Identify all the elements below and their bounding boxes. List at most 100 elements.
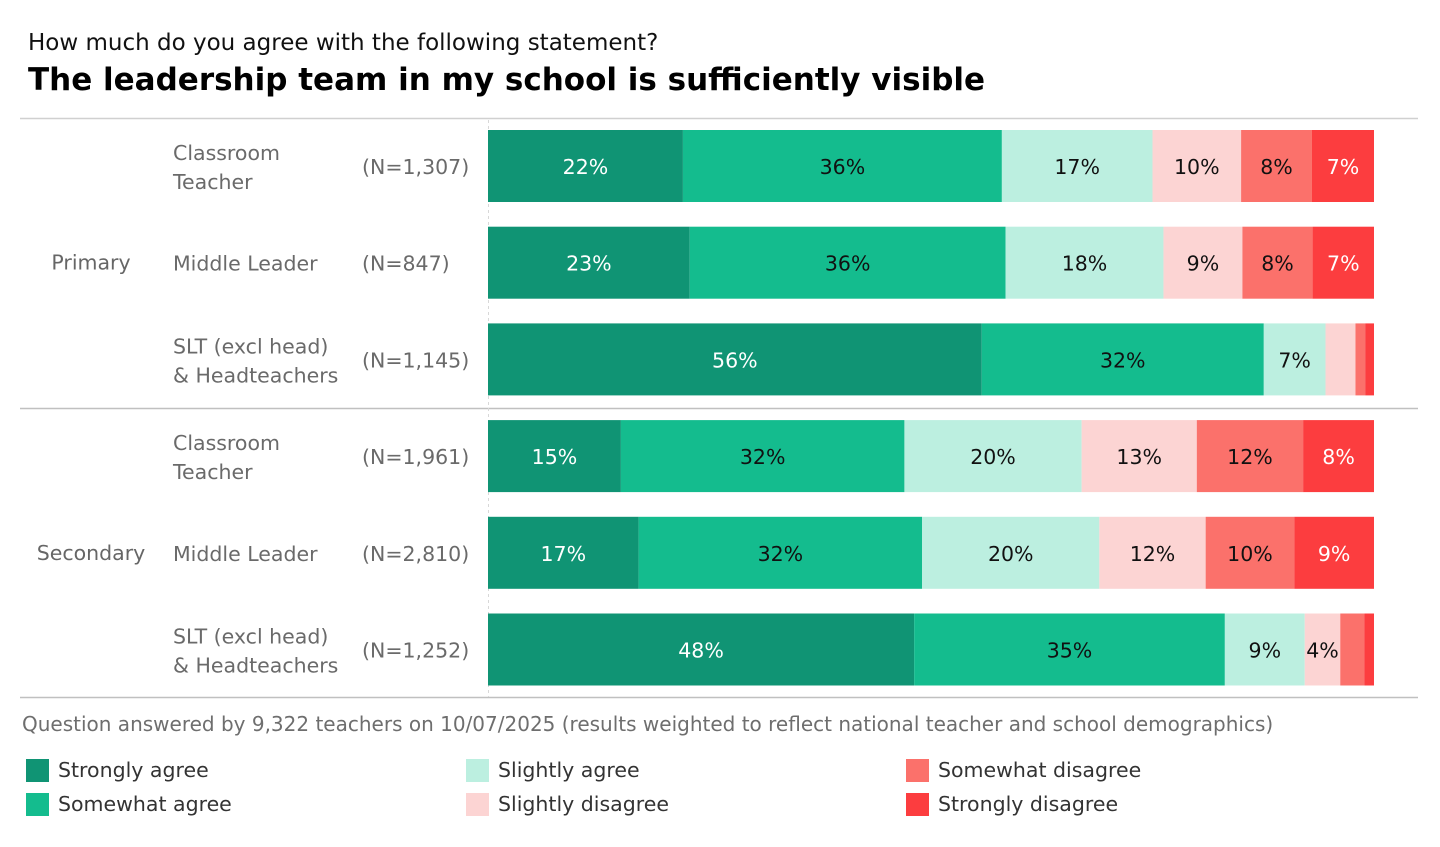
data-label: 7% [1327,252,1360,276]
row-n-count: (N=847) [362,252,450,276]
bar-segment [1099,516,1206,589]
legend-swatch [906,792,929,816]
data-label: 20% [970,445,1016,469]
data-label: 32% [1100,348,1146,372]
bar-segment [1152,130,1242,202]
legend-label: Somewhat disagree [938,758,1142,782]
bar-segment [1263,323,1326,396]
bar-segment [914,613,1225,686]
bar-segment [1205,516,1295,589]
data-label: 8% [1260,155,1293,179]
legend-swatch [466,792,489,816]
data-label: 9% [1249,639,1282,663]
data-label: 23% [566,252,612,276]
legend-label: Strongly agree [58,758,209,782]
chart-subtitle: How much do you agree with the following… [28,30,659,56]
bar-segment [1340,613,1365,686]
row-n-count: (N=2,810) [362,542,469,566]
row-label: & Headteachers [173,363,338,387]
bar-segment [488,613,915,686]
bar-segment [1001,130,1153,202]
data-label: 32% [758,542,804,566]
row-n-count: (N=1,307) [362,155,469,179]
bar-segment [1242,226,1313,299]
bar-segment [488,516,639,589]
data-label: 35% [1047,639,1093,663]
data-label: 22% [563,155,609,179]
row-label: SLT (excl head) [173,625,328,649]
legend-item-slightly-agree: Slightly agree [466,758,640,782]
data-label: 17% [1054,155,1100,179]
data-label: 13% [1116,445,1162,469]
data-label: 9% [1187,252,1220,276]
legend-label: Somewhat agree [58,792,232,816]
row-label: Classroom [173,431,280,455]
data-label: 8% [1261,252,1294,276]
bar-segment [1081,420,1197,493]
bar-segment [981,323,1264,396]
data-label: 7% [1278,348,1311,372]
legend-swatch [26,758,49,782]
row-label: SLT (excl head) [173,334,328,358]
legend-item-strongly-agree: Strongly agree [26,758,209,782]
data-label: 7% [1327,155,1360,179]
data-label: 18% [1062,252,1108,276]
bar-segment [488,323,982,396]
chart-title: The leadership team in my school is suff… [28,62,986,98]
bar-segment [620,420,905,493]
bar-segment [682,130,1002,202]
row-n-count: (N=1,961) [362,445,469,469]
row-label: Teacher [172,170,253,194]
legend-swatch [906,758,929,782]
legend-item-strongly-disagree: Strongly disagree [906,792,1118,816]
bar-segment [1355,323,1366,396]
data-label: 10% [1227,542,1273,566]
data-label: 15% [532,445,578,469]
group-label: Secondary [37,541,146,565]
data-label: 17% [541,542,587,566]
bar-segment [1365,323,1374,396]
bar-segment [1303,420,1374,493]
data-label: 32% [740,445,786,469]
bar-segment [488,420,621,493]
data-label: 10% [1174,155,1220,179]
row-label: Classroom [173,141,280,165]
bar-segment [488,226,690,299]
bar-segment [1325,323,1356,396]
legend-label: Slightly disagree [498,792,669,816]
data-label: 12% [1227,445,1273,469]
bar-segment [1294,516,1374,589]
data-label: 4% [1306,639,1339,663]
bar-segment [1224,613,1305,686]
row-label: Teacher [172,460,253,484]
legend-item-slightly-disagree: Slightly disagree [466,792,669,816]
legend-label: Slightly agree [498,758,640,782]
row-label: Middle Leader [173,252,318,276]
row-label: Middle Leader [173,542,318,566]
bar-segment [1163,226,1243,299]
data-label: 12% [1130,542,1176,566]
legend-swatch [26,792,49,816]
footnote: Question answered by 9,322 teachers on 1… [22,712,1274,736]
bar-segment [1312,226,1374,299]
bar-segment [922,516,1100,589]
bar-segment [1304,613,1341,686]
row-n-count: (N=1,145) [362,348,469,372]
data-label: 20% [988,542,1034,566]
data-label: 36% [825,252,871,276]
group-label: Primary [51,251,130,275]
row-label: & Headteachers [173,654,338,678]
data-label: 8% [1322,445,1355,469]
data-label: 56% [712,348,758,372]
bar-segment [904,420,1082,493]
bar-segment [488,130,683,202]
bar-segment [1241,130,1312,202]
legend-label: Strongly disagree [938,792,1119,816]
legend-item-somewhat-agree: Somewhat agree [26,792,232,816]
bar-segment [1005,226,1164,299]
bar-segment [1196,420,1304,493]
bar-segment [1364,613,1374,686]
data-label: 9% [1318,542,1351,566]
data-label: 48% [678,639,724,663]
bar-segment [638,516,923,589]
